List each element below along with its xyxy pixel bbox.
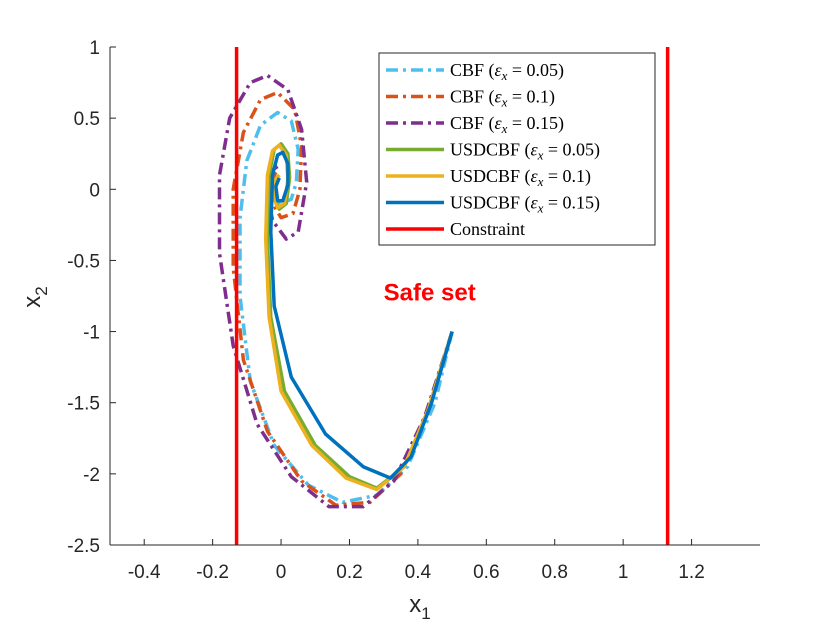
- x-tick-label: 0: [276, 562, 287, 583]
- y-tick-label: 1: [89, 38, 100, 59]
- x-tick-label: 1: [618, 562, 629, 583]
- x-tick-label: 1.2: [678, 562, 704, 583]
- y-tick-label: -0.5: [67, 251, 100, 272]
- axes-layer: [109, 47, 760, 546]
- ticks-layer: -0.4 -0.2 0 0.2 0.4 0.6 0.8 1 1.2 1 0.5 0 -0.5 -1 -1.5…: [67, 38, 705, 583]
- x-tick-label: -0.2: [196, 562, 229, 583]
- y-tick-label: -2.5: [67, 536, 100, 557]
- safe-set-annotation: Safe set: [384, 279, 476, 306]
- y-tick-label: -1: [83, 323, 100, 344]
- x-axis-label: x1: [409, 591, 430, 623]
- y-tick-label: 0.5: [74, 109, 100, 130]
- series-line-cbf-x-0-15: [217, 73, 454, 509]
- series-line-usdcbf-x-0-1: [263, 143, 454, 492]
- x-tick-label: 0.6: [473, 562, 499, 583]
- series-line-cbf-x-0-1: [231, 90, 454, 507]
- series-line-usdcbf-x-0-15: [269, 150, 454, 480]
- legend-entry: USDCBF (εx = 0.1): [450, 166, 591, 189]
- y-tick-label: -1.5: [67, 394, 100, 415]
- y-tick-label: -2: [83, 465, 100, 486]
- series-layer: [217, 47, 670, 545]
- y-tick-label: 0: [89, 180, 100, 201]
- y-axis-label: x2: [19, 286, 51, 307]
- legend-entry: USDCBF (εx = 0.15): [450, 193, 600, 216]
- legend-entry: Constraint: [450, 219, 525, 239]
- legend: CBF (εx = 0.05) CBF (εx = 0.1) CBF (εx = 0…: [378, 52, 656, 246]
- legend-entry: CBF (εx = 0.1): [450, 87, 555, 110]
- x-tick-label: 0.8: [542, 562, 568, 583]
- legend-entry: USDCBF (εx = 0.05): [450, 140, 600, 163]
- x-tick-label: -0.4: [128, 562, 161, 583]
- x-tick-label: 0.2: [336, 562, 362, 583]
- x-tick-label: 0.4: [405, 562, 432, 583]
- series-line-cbf-x-0-05: [238, 110, 454, 505]
- legend-entry: CBF (εx = 0.05): [450, 60, 564, 83]
- legend-entry: CBF (εx = 0.15): [450, 113, 564, 136]
